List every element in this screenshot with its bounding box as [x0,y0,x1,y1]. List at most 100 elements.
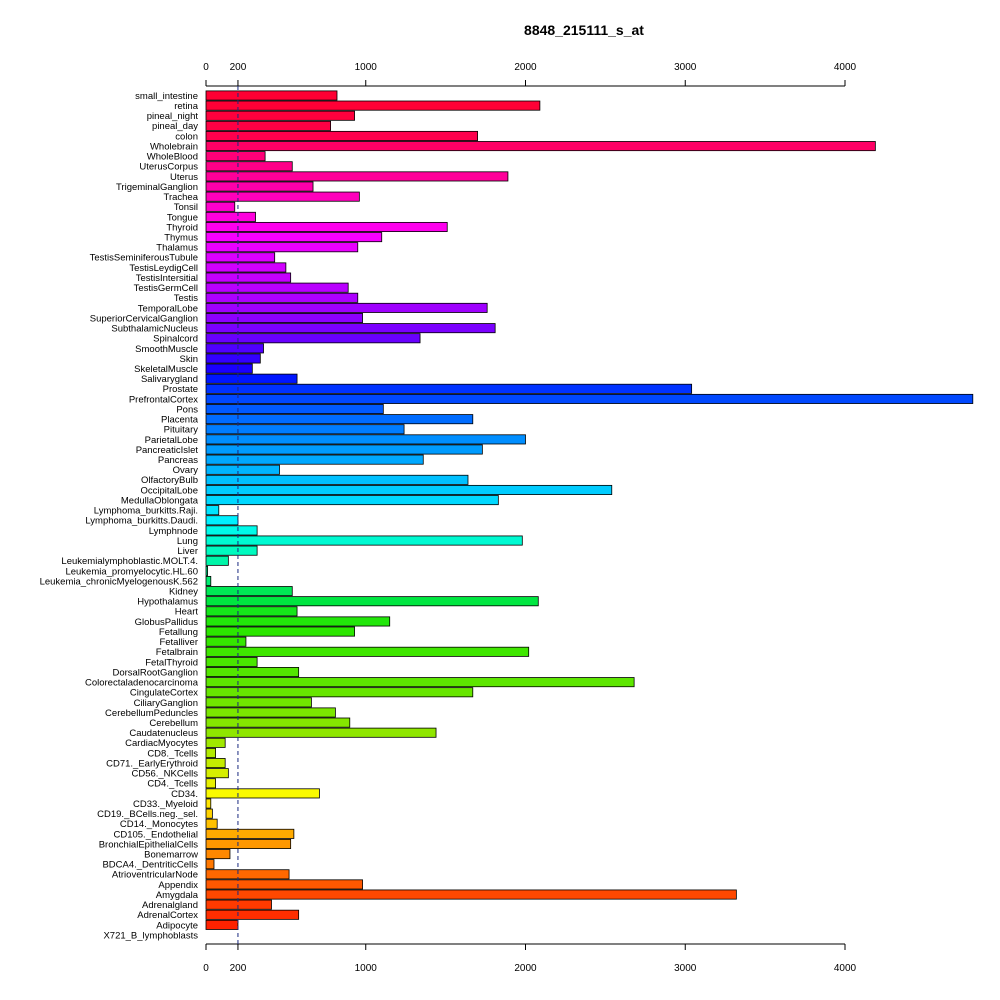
top-tick-label: 0 [203,62,209,73]
bar [206,131,478,140]
bar [206,415,473,424]
bar [206,667,299,676]
bottom-tick-label: 4000 [834,963,857,974]
bar [206,465,279,474]
bar [206,779,216,788]
bar [206,162,292,171]
bar [206,738,225,747]
bar [206,829,294,838]
bar [206,546,257,555]
bar [206,849,230,858]
bar [206,172,508,181]
bottom-tick-label: 0 [203,963,209,974]
bar [206,860,214,869]
top-x-axis: 0 200 1000 2000 3000 4000 [203,62,856,86]
bar-series [206,91,973,930]
bar [206,698,311,707]
bar [206,678,634,687]
bar [206,839,291,848]
bar [206,556,228,565]
bar [206,233,382,242]
bar [206,283,348,292]
top-tick-label: 2000 [514,62,537,73]
top-tick-label: 4000 [834,62,857,73]
bar [206,597,538,606]
bar [206,657,257,666]
bottom-x-axis: 0 200 1000 2000 3000 4000 [203,944,856,974]
bar [206,141,875,150]
bar [206,313,363,322]
bar [206,890,736,899]
bar [206,880,363,889]
bar [206,182,313,191]
bar [206,809,212,818]
bar [206,91,337,100]
bar [206,273,291,282]
bar [206,263,286,272]
bar [206,455,423,464]
bar [206,708,335,717]
bar [206,324,495,333]
bottom-tick-label: 200 [230,963,247,974]
bar [206,870,289,879]
bar [206,748,216,757]
bar [206,920,238,929]
chart-title: 8848_215111_s_at [524,22,644,38]
bar [206,445,482,454]
bar [206,222,447,231]
bar [206,435,526,444]
bar [206,374,297,383]
bottom-tick-label: 2000 [514,963,537,974]
bar [206,212,256,221]
bar [206,101,540,110]
bar [206,910,299,919]
bar [206,384,692,393]
bar [206,769,228,778]
bar [206,799,211,808]
bar [206,900,271,909]
bar [206,526,257,535]
bar [206,111,355,120]
bar [206,364,252,373]
bar [206,627,355,636]
bar [206,617,390,626]
bar [206,344,264,353]
bar [206,495,498,504]
bar [206,121,331,130]
bar [206,758,225,767]
bar [206,404,383,413]
bar [206,718,350,727]
bar [206,587,292,596]
bar [206,566,208,575]
bar [206,789,319,798]
bar [206,425,404,434]
category-label: X721_B_lymphoblasts [103,930,198,941]
bottom-tick-label: 3000 [674,963,697,974]
bar [206,607,297,616]
bottom-tick-label: 1000 [355,963,378,974]
bar [206,485,612,494]
category-labels: small_intestineretinapineal_nightpineal_… [40,91,199,942]
bar [206,637,246,646]
top-tick-label: 1000 [355,62,378,73]
bar [206,152,265,161]
bar [206,192,359,201]
bar [206,576,211,585]
bar [206,819,217,828]
bar [206,202,235,211]
bar [206,516,238,525]
bar [206,253,275,262]
bar [206,293,358,302]
bar [206,647,529,656]
bar [206,728,436,737]
bar [206,243,358,252]
bar [206,303,487,312]
bar [206,536,522,545]
bar [206,394,973,403]
top-tick-label: 3000 [674,62,697,73]
bar [206,475,468,484]
bar [206,506,219,515]
bar [206,354,260,363]
bar [206,688,473,697]
